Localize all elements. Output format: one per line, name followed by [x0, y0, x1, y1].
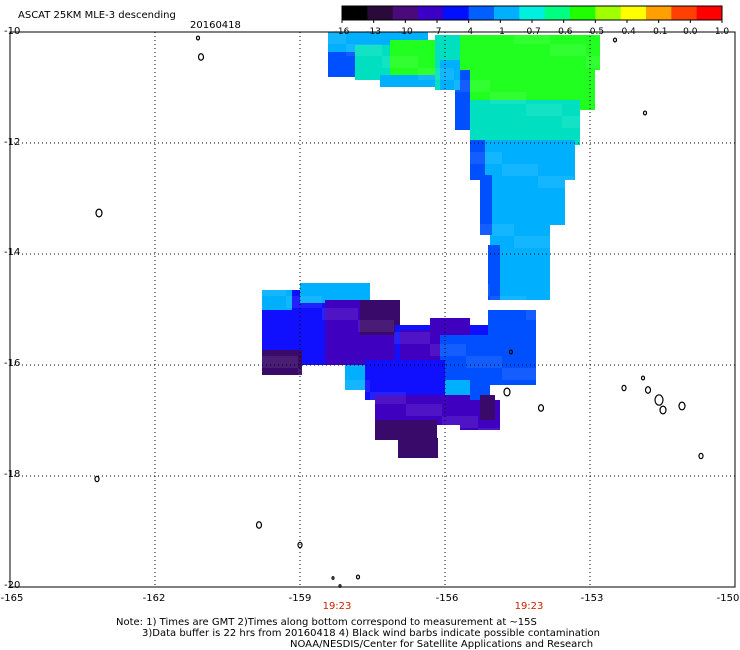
- colorbar-swatch: [696, 6, 723, 20]
- colorbar-label: -0.4: [618, 27, 636, 37]
- colorbar-label: -0.5: [586, 27, 605, 37]
- lat-label-10: -10: [4, 26, 21, 37]
- island-outline: [659, 405, 667, 415]
- note-line-3: NOAA/NESDIS/Center for Satellite Applica…: [290, 639, 594, 650]
- colorbar-swatch: [342, 6, 368, 20]
- colorbar-label: -0.6: [554, 27, 573, 37]
- colorbar-label: -1: [495, 27, 505, 37]
- island-outline: [503, 387, 511, 397]
- lat-label-18: -18: [4, 469, 21, 480]
- swath-cell: [490, 210, 550, 250]
- colorbar-label: -4: [464, 27, 474, 37]
- colorbar: [341, 5, 723, 23]
- colorbar-swatch: [570, 6, 596, 20]
- lon-label-153: -153: [580, 593, 604, 604]
- swath-cell: [360, 300, 400, 335]
- swath-cell: [262, 350, 302, 375]
- island-outline: [698, 452, 704, 460]
- lat-label-16: -16: [4, 358, 21, 369]
- note-line-1: Note: 1) Times are GMT 2)Times along bot…: [116, 617, 537, 628]
- swath-cell: [300, 283, 370, 303]
- colorbar-swatch: [418, 6, 444, 20]
- island-outline: [640, 375, 646, 381]
- colorbar-swatch: [620, 6, 647, 20]
- swath-cell: [488, 245, 500, 300]
- island-outline: [197, 53, 205, 61]
- island-outline: [678, 401, 686, 411]
- lon-label-159: -159: [288, 593, 312, 604]
- colorbar-swatch: [392, 6, 419, 20]
- island-outline: [255, 521, 263, 529]
- swath-cell: [398, 438, 438, 458]
- colorbar-label: -7: [432, 27, 442, 37]
- island-outline: [644, 386, 652, 394]
- colorbar-label: -10: [397, 27, 413, 37]
- swath-cell: [480, 175, 492, 235]
- swath-cell: [470, 100, 580, 145]
- colorbar-label: 1.0: [714, 27, 730, 37]
- colorbar-swatch: [646, 6, 672, 20]
- swath-cell: [355, 45, 390, 80]
- island-outline: [621, 384, 627, 392]
- swath-cell: [375, 420, 437, 440]
- island-outline: [612, 37, 618, 43]
- colorbar-label: 0.0: [683, 27, 698, 37]
- lon-label-162: -162: [142, 593, 166, 604]
- swath-cell: [400, 330, 440, 365]
- swath-cell: [470, 140, 485, 180]
- time-label-1: 19:23: [322, 601, 352, 612]
- lat-lon-grid: [10, 32, 735, 587]
- swath-cell: [365, 360, 445, 400]
- swath-cell: [470, 140, 575, 180]
- island-outline: [195, 35, 201, 41]
- colorbar-swatch: [468, 6, 495, 20]
- map-frame: [9, 31, 736, 588]
- island-outline: [355, 574, 361, 580]
- lat-label-14: -14: [4, 247, 21, 258]
- island-outline: [654, 394, 664, 406]
- colorbar-swatch: [367, 6, 394, 20]
- colorbar-label: -16: [334, 27, 350, 37]
- colorbar-swatch: [544, 6, 571, 20]
- lat-label-20: -20: [4, 580, 21, 591]
- colorbar-swatch: [595, 6, 622, 20]
- island-outlines: [94, 35, 704, 588]
- ascat-swath: [262, 32, 610, 464]
- swath-cell: [488, 310, 536, 385]
- colorbar-label: -0.7: [523, 27, 541, 37]
- swath-cell: [380, 75, 435, 87]
- swath-cell: [328, 52, 358, 77]
- colorbar-swatch: [494, 6, 520, 20]
- colorbar-label: -0.1: [649, 27, 668, 37]
- swath-cell: [460, 35, 600, 70]
- island-outline: [94, 475, 100, 483]
- island-outline: [508, 349, 514, 355]
- time-label-2: 19:23: [514, 601, 544, 612]
- swath-cell: [440, 60, 460, 90]
- swath-cell: [262, 290, 292, 310]
- swath-cell: [480, 395, 495, 420]
- colorbar-swatch: [443, 6, 470, 20]
- lon-label-150: -150: [716, 593, 740, 604]
- lon-label-156: -156: [435, 593, 459, 604]
- product-title: ASCAT 25KM MLE-3 descending: [18, 10, 176, 21]
- lon-label-165: -165: [0, 593, 24, 604]
- island-outline: [537, 404, 545, 412]
- lat-label-12: -12: [4, 137, 21, 148]
- colorbar-swatch: [519, 6, 546, 20]
- island-outline: [642, 110, 648, 116]
- island-outline: [95, 208, 103, 218]
- product-date: 20160418: [190, 20, 241, 31]
- colorbar-swatch: [671, 6, 698, 20]
- island-outline: [297, 541, 303, 549]
- colorbar-label: -13: [366, 27, 382, 37]
- island-outline: [331, 576, 335, 580]
- note-line-2: 3)Data buffer is 22 hrs from 20160418 4)…: [142, 628, 600, 639]
